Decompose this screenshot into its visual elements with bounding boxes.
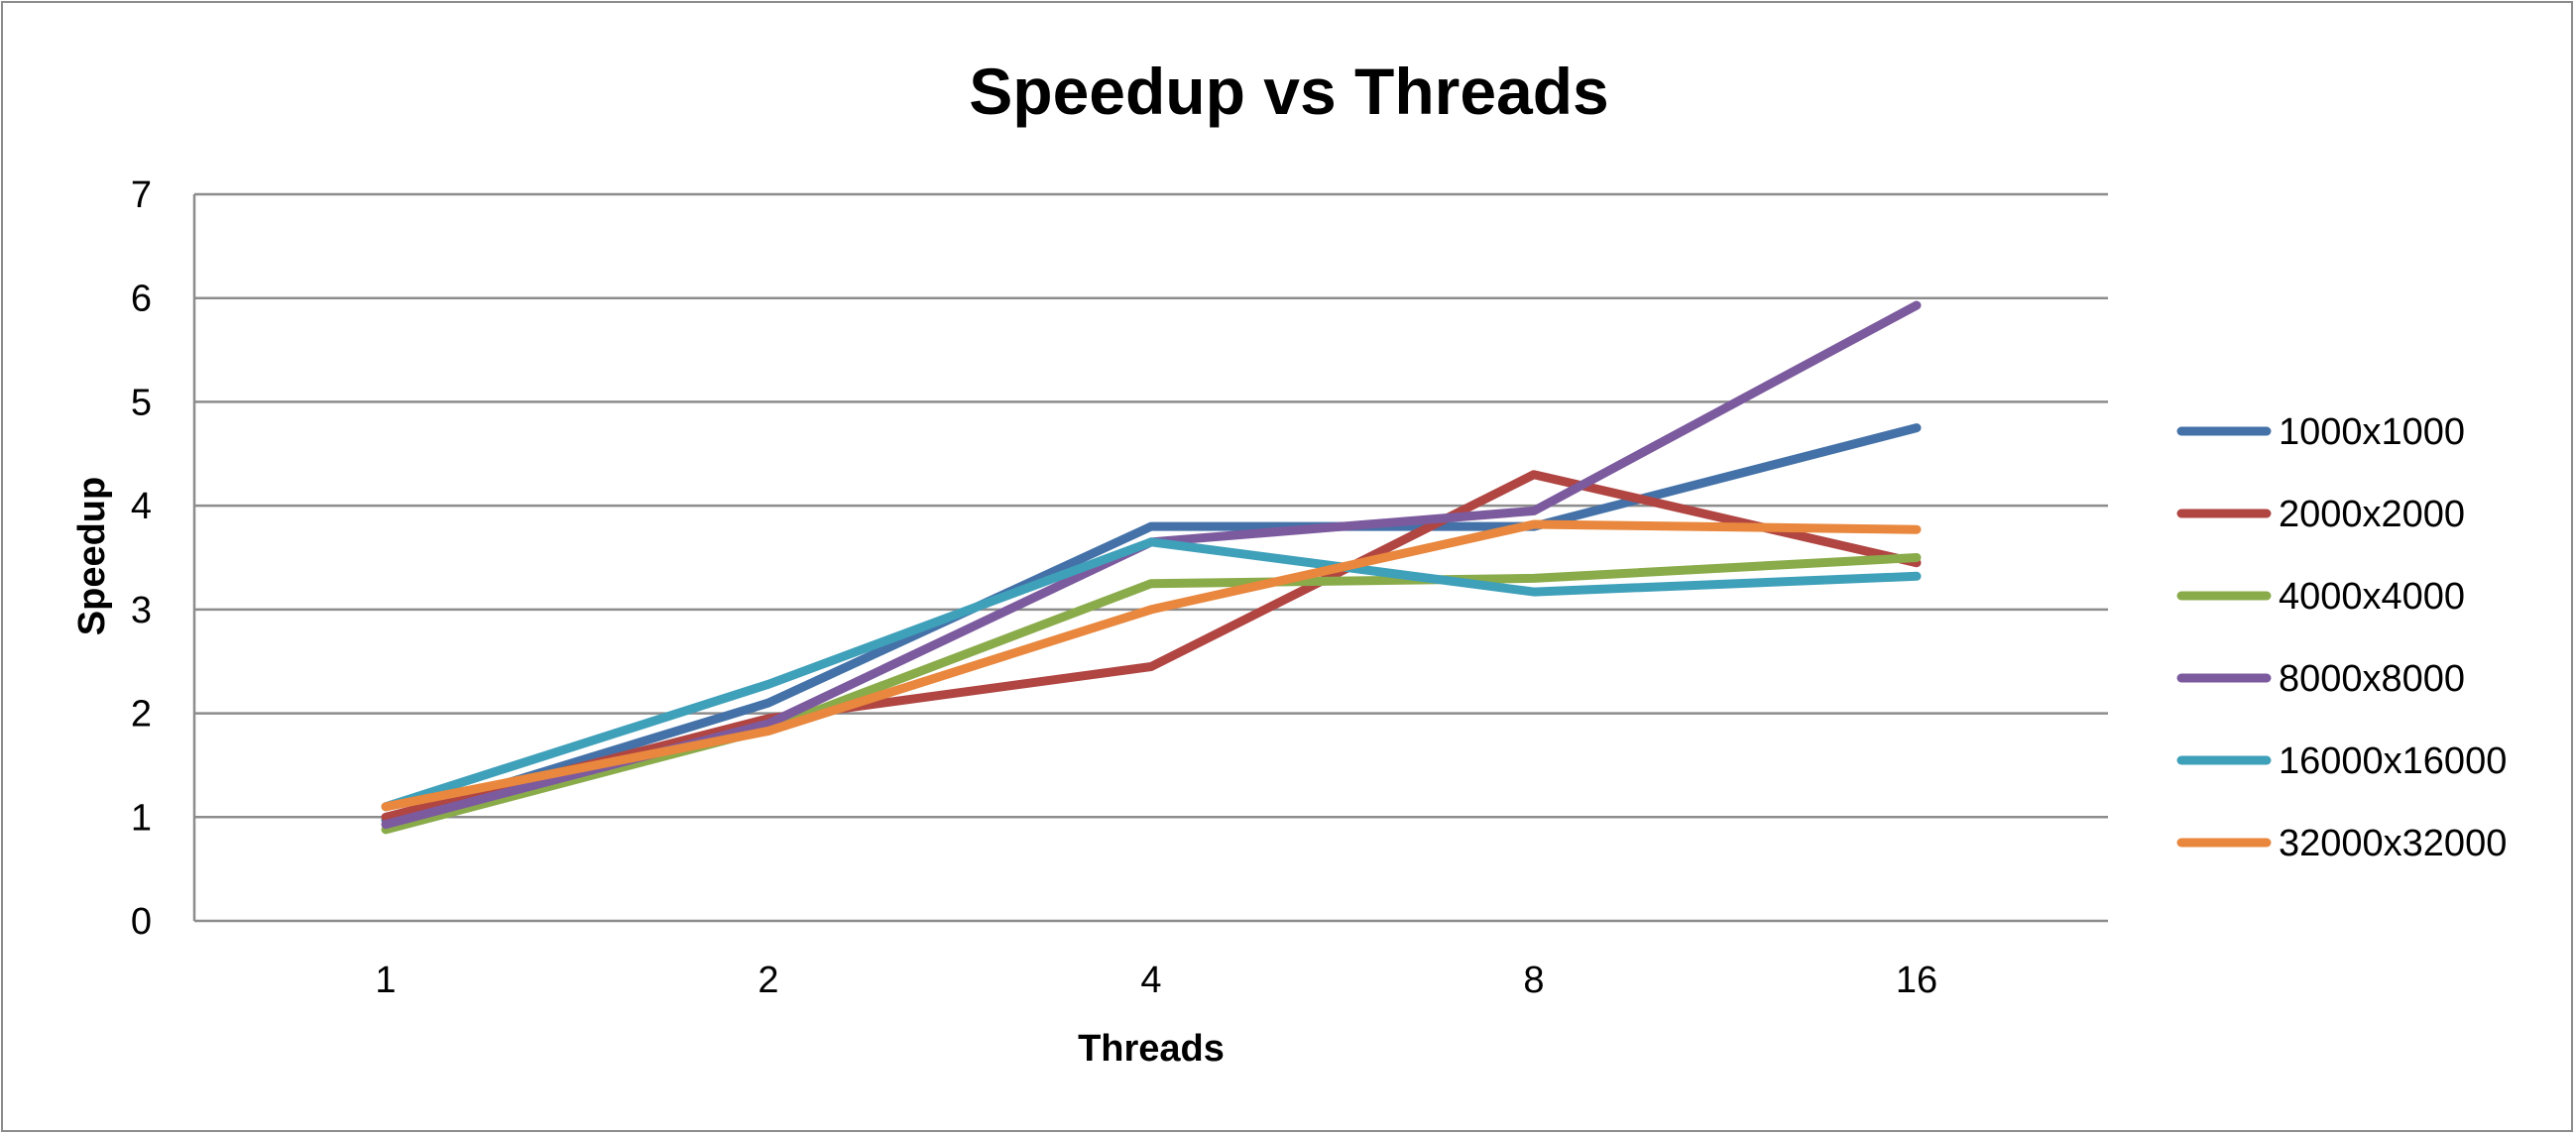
y-tick-label: 2: [131, 694, 152, 736]
y-tick-label: 7: [131, 174, 152, 216]
x-tick-label: 4: [1140, 960, 1161, 1001]
legend-label: 8000x8000: [2279, 658, 2465, 700]
y-tick-label: 1: [131, 797, 152, 839]
legend-label: 1000x1000: [2279, 411, 2465, 453]
y-tick-label: 6: [131, 279, 152, 320]
series-line-32000x32000: [381, 519, 1922, 812]
x-tick-label: 1: [375, 960, 396, 1001]
y-tick-labels: 0 1 2 3 4 5 6 7: [131, 174, 152, 943]
x-tick-labels: 1 2 4 8 16: [375, 960, 1937, 1001]
chart-title: Speedup vs Threads: [969, 55, 1609, 128]
legend-label: 32000x32000: [2279, 823, 2507, 864]
y-tick-label: 5: [131, 382, 152, 423]
axes: [192, 194, 2108, 923]
y-tick-label: 3: [131, 590, 152, 631]
legend-label: 16000x16000: [2279, 740, 2507, 782]
series-line-4000x4000: [381, 553, 1922, 835]
legend-label: 2000x2000: [2279, 494, 2465, 535]
line-chart: Speedup vs Threads Speedup Threads 0 1 2 3 4…: [71, 55, 2507, 1070]
x-axis-title: Threads: [1078, 1028, 1225, 1070]
series-lines: [381, 300, 1922, 835]
x-tick-label: 8: [1523, 960, 1544, 1001]
series-line-16000x16000: [381, 537, 1922, 812]
x-tick-label: 16: [1896, 960, 1937, 1001]
series-line-1000x1000: [381, 423, 1922, 825]
series-line-2000x2000: [381, 470, 1922, 822]
y-axis-title: Speedup: [71, 477, 113, 635]
gridlines: [194, 192, 2108, 819]
x-tick-label: 2: [758, 960, 778, 1001]
y-tick-label: 0: [131, 901, 152, 943]
legend: 1000x1000 2000x2000 4000x4000 8000x8000 1600…: [2176, 411, 2507, 864]
y-tick-label: 4: [131, 486, 152, 527]
legend-label: 4000x4000: [2279, 576, 2465, 618]
